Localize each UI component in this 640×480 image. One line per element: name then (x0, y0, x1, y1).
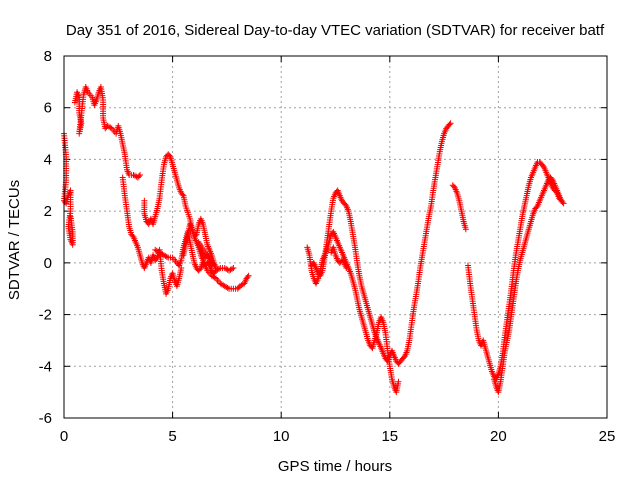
grid (64, 56, 607, 418)
y-tick-label: 4 (44, 151, 52, 168)
x-tick-label: 10 (273, 428, 290, 445)
y-axis-label: SDTVAR / TECUs (6, 180, 23, 300)
data-point (548, 175, 555, 182)
data-point (244, 274, 251, 281)
y-tick-label: 0 (44, 255, 52, 272)
data-point (560, 200, 567, 207)
data-point (395, 378, 402, 385)
axis-ticks: 0 5 10 15 20 25 -6 -4 -2 0 2 4 6 8 (39, 48, 616, 445)
data-point (179, 191, 186, 198)
data-point (224, 284, 231, 291)
data-point (245, 272, 252, 279)
data-point (211, 274, 218, 281)
y-tick-label: -4 (39, 358, 52, 375)
data-point (342, 201, 349, 208)
data-point (228, 265, 235, 272)
plot-frame (63, 55, 608, 419)
y-tick-label: -6 (39, 410, 52, 427)
data-point (539, 162, 546, 169)
x-tick-label: 0 (60, 428, 68, 445)
y-tick-label: -2 (39, 307, 52, 324)
y-tick-label: 2 (44, 203, 52, 220)
data-point (166, 152, 173, 159)
data-point (137, 171, 144, 178)
data-point (462, 226, 469, 233)
data-point (208, 262, 215, 269)
data-point (533, 204, 540, 211)
data-point (447, 120, 454, 127)
x-tick-label: 20 (490, 428, 507, 445)
data-point (400, 354, 407, 361)
x-tick-label: 25 (599, 428, 616, 445)
y-tick-label: 6 (44, 100, 52, 117)
data-point (196, 266, 203, 273)
data-point (129, 232, 136, 239)
y-tick-label: 8 (44, 48, 52, 65)
x-axis-label: GPS time / hours (278, 458, 392, 475)
data-point (67, 213, 74, 220)
data-point (343, 265, 350, 272)
data-point (135, 173, 142, 180)
data-point (163, 253, 170, 260)
data-point (215, 265, 222, 272)
data-point (340, 258, 347, 265)
x-tick-label: 5 (168, 428, 176, 445)
data-point (446, 121, 453, 128)
data-points (61, 84, 567, 396)
data-point (450, 183, 457, 190)
data-point (107, 124, 114, 131)
data-point (192, 232, 199, 239)
data-point (559, 199, 566, 206)
x-tick-label: 15 (381, 428, 398, 445)
data-point (230, 265, 237, 272)
chart-title: Day 351 of 2016, Sidereal Day-to-day VTE… (66, 22, 605, 39)
